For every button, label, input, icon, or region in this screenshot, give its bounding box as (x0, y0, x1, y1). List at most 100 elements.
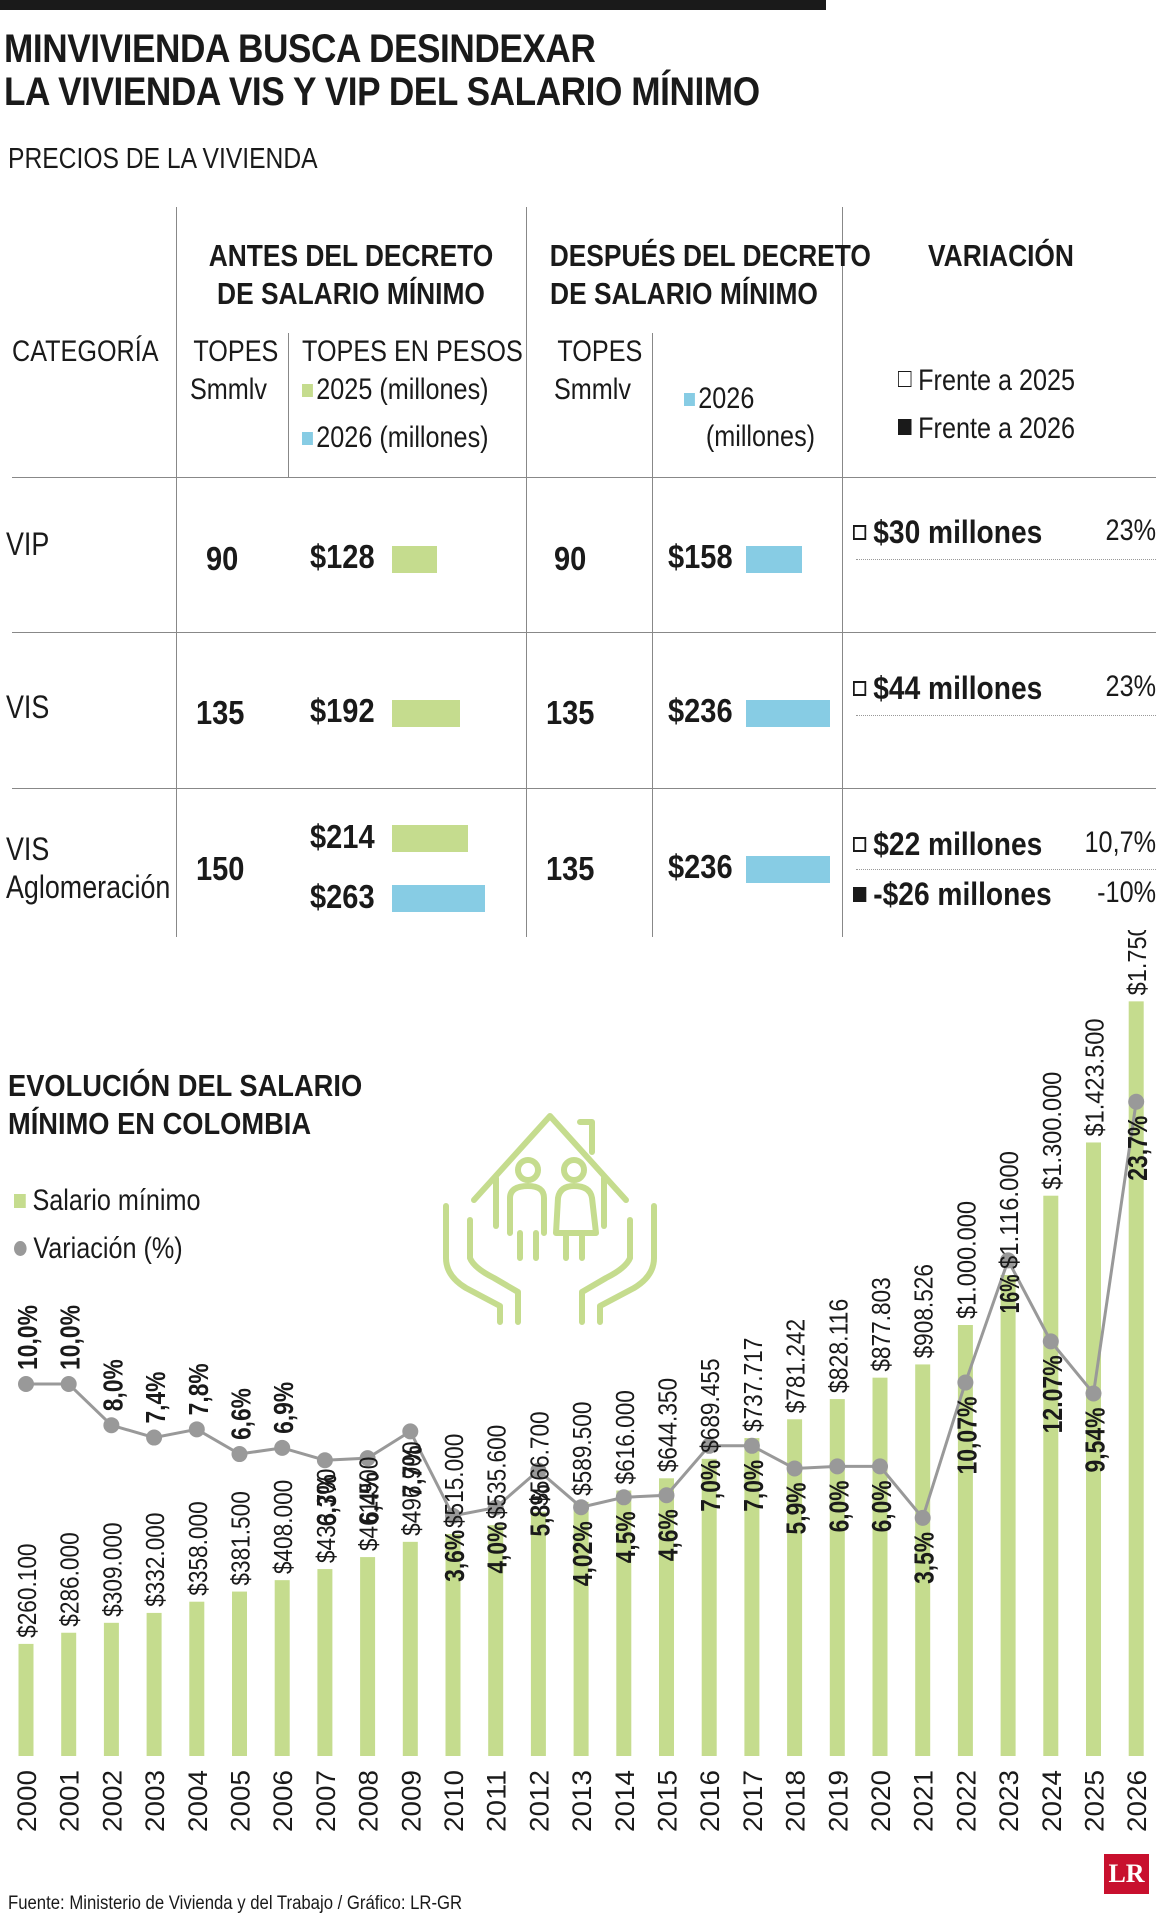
year-label: 2016 (695, 1770, 725, 1832)
salary-value-label: $1.000.000 (951, 1201, 981, 1319)
grid-line (842, 207, 843, 937)
year-label: 2000 (12, 1770, 42, 1832)
variation-point (60, 1376, 77, 1392)
row-visa-category: VIS Aglomeración (6, 831, 171, 905)
row-vip-category: VIP (6, 526, 50, 562)
salary-value-label: $381.500 (226, 1491, 256, 1585)
variation-value-label: 10,0% (55, 1305, 86, 1370)
salary-bar (1000, 1275, 1016, 1756)
row-vis-topes-after: 135 (546, 694, 595, 731)
salary-value-label: $616.000 (610, 1390, 640, 1484)
variation-point (573, 1499, 590, 1516)
year-label: 2008 (354, 1770, 384, 1832)
variation-point (188, 1421, 205, 1438)
variation-value-label: 12.07% (1037, 1355, 1068, 1433)
variation-point (487, 1499, 504, 1516)
salary-bar (744, 1438, 760, 1756)
lr-logo: LR (1104, 1854, 1149, 1894)
col-topes-pesos: TOPES EN PESOS 2025 (millones) 2026 (mil… (302, 335, 523, 454)
year-label: 2011 (482, 1770, 512, 1832)
row-visa-price-after: $236 (668, 848, 733, 885)
variation-point (1000, 1252, 1017, 1269)
variation-value-label: 7,0% (738, 1460, 769, 1512)
dotted-divider (856, 869, 1156, 870)
frente-2025-box (853, 837, 867, 852)
salary-bar (317, 1569, 333, 1756)
row-vis-bar-2025 (392, 700, 460, 727)
legend-variation: Variación (%) (14, 1232, 183, 1266)
salary-bar (445, 1534, 461, 1756)
row-vis-category: VIS (6, 689, 50, 725)
year-label: 2020 (866, 1770, 896, 1832)
row-visa-variation-1: $22 millones (853, 826, 1042, 863)
header-after: DESPUÉS DEL DECRETO DE SALARIO MÍNIMO (549, 238, 871, 311)
source-note: Fuente: Ministerio de Vivienda y del Tra… (8, 1893, 463, 1914)
legend-variation-dot (14, 1241, 27, 1256)
salary-bar (274, 1580, 290, 1756)
year-label: 2007 (311, 1770, 341, 1832)
variation-value-label: 4,5% (610, 1511, 641, 1563)
variation-point (1042, 1333, 1059, 1350)
year-label: 2001 (55, 1770, 85, 1832)
row-vis-price-2025: $192 (310, 692, 375, 729)
frente-2025-box (853, 681, 867, 696)
legend-2026-swatch (302, 432, 313, 445)
year-label: 2012 (524, 1770, 554, 1832)
row-visa-bar-2026 (392, 885, 485, 912)
grid-line (12, 477, 1156, 478)
salary-bar (616, 1490, 632, 1756)
variation-point (18, 1376, 34, 1392)
col-topes-after: TOPES Smmlv (554, 335, 643, 406)
row-vis-variation-pct: 23% (1105, 670, 1156, 703)
variation-point (914, 1509, 931, 1526)
header-variation: VARIACIÓN (928, 238, 1074, 273)
variation-point (1085, 1385, 1102, 1402)
variation-point (316, 1452, 333, 1469)
chart-title: EVOLUCIÓN DEL SALARIO MÍNIMO EN COLOMBIA (8, 1068, 363, 1141)
variation-value-label: 3,6% (439, 1530, 470, 1582)
variation-value-label: 6,9% (268, 1382, 299, 1434)
variation-value-label: 6,6% (226, 1388, 257, 1440)
row-vip-topes-after: 90 (554, 540, 587, 577)
variation-value-label: 7,4% (140, 1371, 171, 1423)
row-vip-bar-2025 (392, 546, 437, 573)
salary-bar (232, 1591, 247, 1756)
variation-point (701, 1437, 718, 1454)
year-label: 2017 (738, 1770, 768, 1832)
salary-value-label: $566.700 (524, 1411, 554, 1505)
title-line-2: LA VIVIENDA VIS Y VIP DEL SALARIO MÍNIMO (4, 70, 760, 114)
salary-value-label: $332.000 (140, 1513, 170, 1607)
variation-point (103, 1417, 120, 1434)
row-vip-variation: $30 millones (853, 514, 1042, 551)
variation-value-label: 3,5% (909, 1532, 940, 1584)
variation-value-label: 6,4% (354, 1472, 385, 1524)
subtitle: PRECIOS DE LA VIVIENDA (8, 143, 318, 175)
salary-bar (360, 1557, 376, 1756)
year-label: 2018 (781, 1770, 811, 1832)
col-category: CATEGORÍA (12, 335, 159, 368)
variation-point (530, 1462, 547, 1479)
salary-value-label: $589.500 (567, 1402, 597, 1496)
header-before: ANTES DEL DECRETO DE SALARIO MÍNIMO (208, 238, 494, 311)
year-label: 2026 (1122, 1770, 1152, 1832)
dotted-divider (856, 715, 1156, 716)
salary-chart: 2000 2001 2002 2003 2004 2005 2006 2007 2008 2009… (12, 930, 1153, 1832)
title-line-1: MINVIVIENDA BUSCA DESINDEXAR (4, 27, 596, 71)
house-family-hands-icon (443, 1113, 657, 1325)
after-2026-swatch (684, 393, 695, 406)
row-vip-topes-before: 90 (206, 540, 239, 577)
salary-value-label: $1.300.000 (1037, 1072, 1067, 1190)
salary-value-label: $260.100 (12, 1543, 42, 1637)
row-vip-price-after: $158 (668, 538, 733, 575)
salary-value-label: $877.803 (866, 1277, 896, 1371)
row-visa-bar-after (746, 856, 830, 883)
variation-point (359, 1450, 376, 1467)
row-visa-variation-2: -$26 millones (853, 876, 1052, 913)
grid-line (652, 333, 653, 477)
year-label: 2010 (439, 1770, 469, 1832)
legend-2026-box (898, 419, 912, 435)
row-visa-price-2026: $263 (310, 878, 375, 915)
variation-value-label: 7,8% (183, 1363, 214, 1415)
salary-value-label: $828.116 (823, 1299, 853, 1393)
salary-bar (872, 1377, 888, 1756)
